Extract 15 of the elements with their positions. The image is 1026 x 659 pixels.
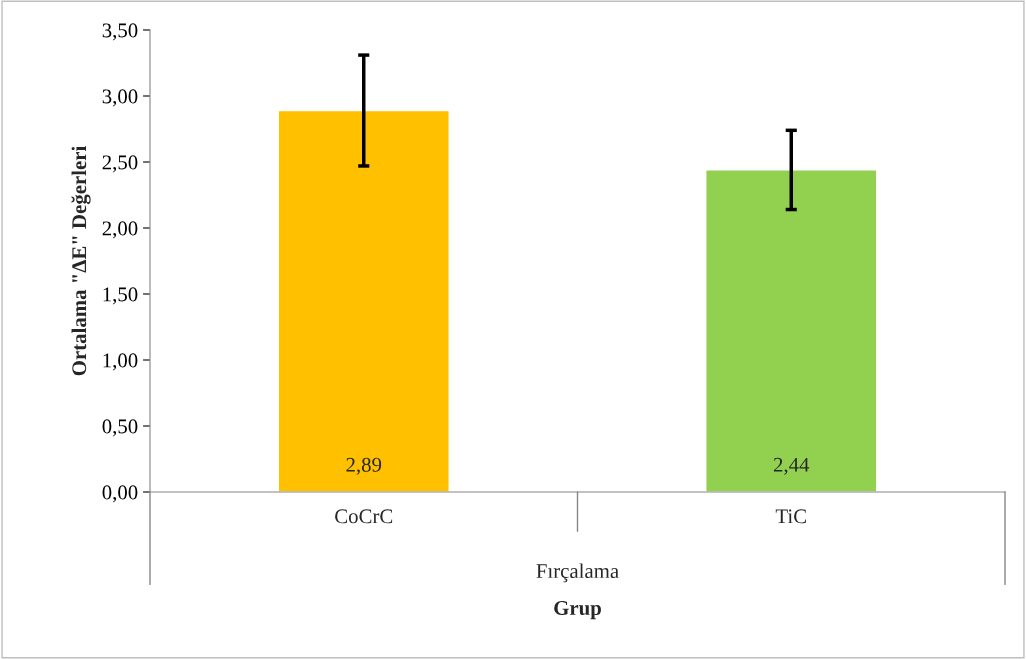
x-tick-label: CoCrC: [335, 509, 393, 524]
data-label: 2,44: [773, 457, 810, 475]
text: Fırçalama: [536, 563, 619, 583]
y-tick-label: 3,50: [102, 23, 138, 41]
y-tick-label: 1,00: [103, 353, 138, 371]
y-tick-label: 2,00: [102, 221, 138, 239]
data-label: 2,89: [346, 457, 382, 475]
y-tick-label: 0,50: [102, 419, 138, 437]
y-tick-label: 2,50: [102, 155, 138, 173]
y-tick-label: 3,00: [102, 89, 138, 107]
x-axis-title: Grup: [554, 601, 601, 620]
y-axis-title: Ortalama "ΔE" Değerleri: [71, 146, 91, 376]
x-tick-label: TiC: [775, 509, 806, 524]
y-tick-label: 0,00: [102, 485, 138, 503]
y-tick-label: 1,50: [103, 287, 138, 305]
